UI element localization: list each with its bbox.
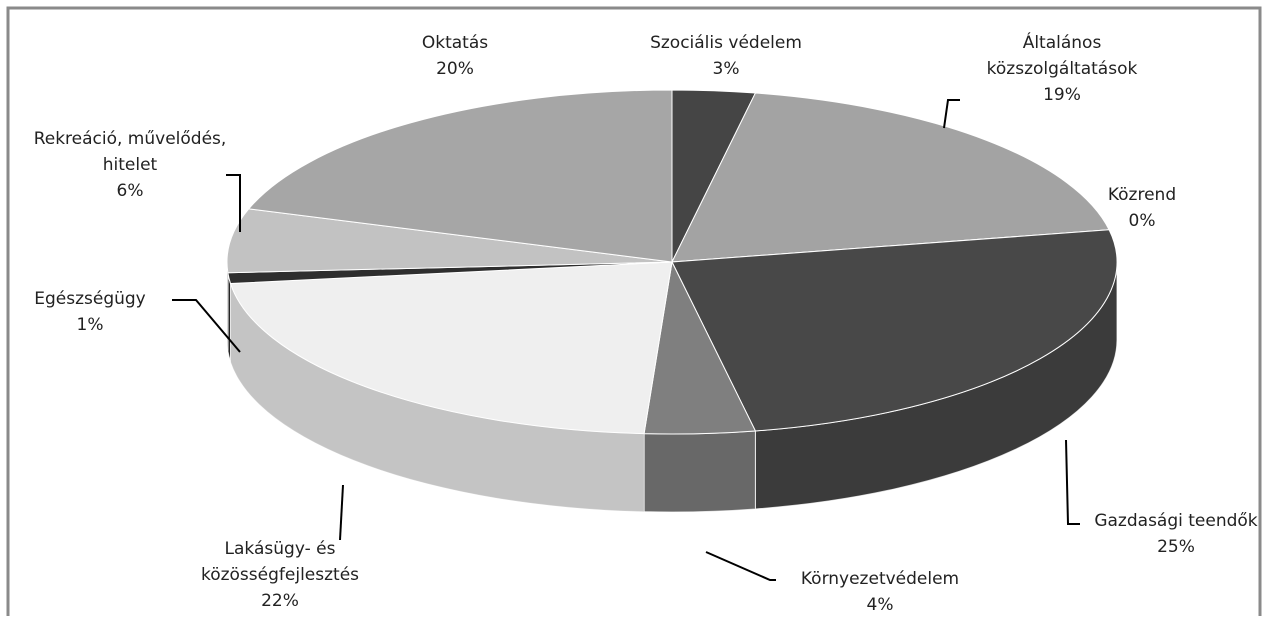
data-label: Egészségügy 1% (10, 286, 170, 338)
slice-side-shade (644, 430, 756, 512)
slice-side-shade (755, 262, 1117, 509)
category-label: Egészségügy (34, 289, 146, 309)
value-label: 1% (76, 315, 104, 335)
data-label: Szociális védelem 3% (616, 30, 836, 82)
slice (671, 92, 1110, 263)
data-label: Oktatás 20% (395, 30, 515, 82)
slice (671, 229, 1118, 432)
leader-line (339, 484, 344, 541)
value-label: 20% (436, 59, 474, 79)
slice (229, 261, 673, 435)
data-label: Lakásügy- és közösségfejlesztés 22% (180, 536, 380, 614)
data-label: Általános közszolgáltatások 19% (967, 30, 1157, 108)
category-label: Oktatás (421, 33, 489, 53)
slice-side-shade (227, 262, 228, 351)
data-label: Gazdasági teendők 25% (1076, 508, 1268, 560)
category-label: Környezetvédelem (800, 569, 960, 589)
category-label: Általános közszolgáltatások (986, 33, 1138, 79)
leader-line (1065, 439, 1080, 525)
value-label: 0% (1128, 211, 1156, 231)
slice (226, 208, 673, 274)
value-label: 25% (1157, 537, 1195, 557)
data-label: Közrend 0% (1092, 182, 1192, 234)
category-label: Szociális védelem (650, 33, 802, 53)
slice (247, 89, 673, 263)
category-label: Közrend (1107, 185, 1177, 205)
category-label: Gazdasági teendők (1094, 511, 1258, 531)
category-label: Lakásügy- és közösségfejlesztés (200, 539, 360, 585)
tops (226, 89, 1118, 435)
leader-line (705, 551, 776, 581)
value-label: 19% (1043, 85, 1081, 105)
data-label: Környezetvédelem 4% (760, 566, 1000, 618)
data-label: Rekreáció, művelődés, hitelet 6% (30, 126, 230, 204)
leader-line (226, 174, 241, 232)
value-label: 3% (712, 59, 740, 79)
slice-side-shade (230, 283, 645, 512)
frame (6, 6, 1262, 616)
category-label: Rekreáció, művelődés, hitelet (33, 129, 227, 175)
value-label: 4% (866, 595, 894, 615)
value-label: 22% (261, 591, 299, 611)
leader-line (172, 299, 241, 353)
leader-line (943, 99, 960, 129)
value-label: 6% (116, 181, 144, 201)
